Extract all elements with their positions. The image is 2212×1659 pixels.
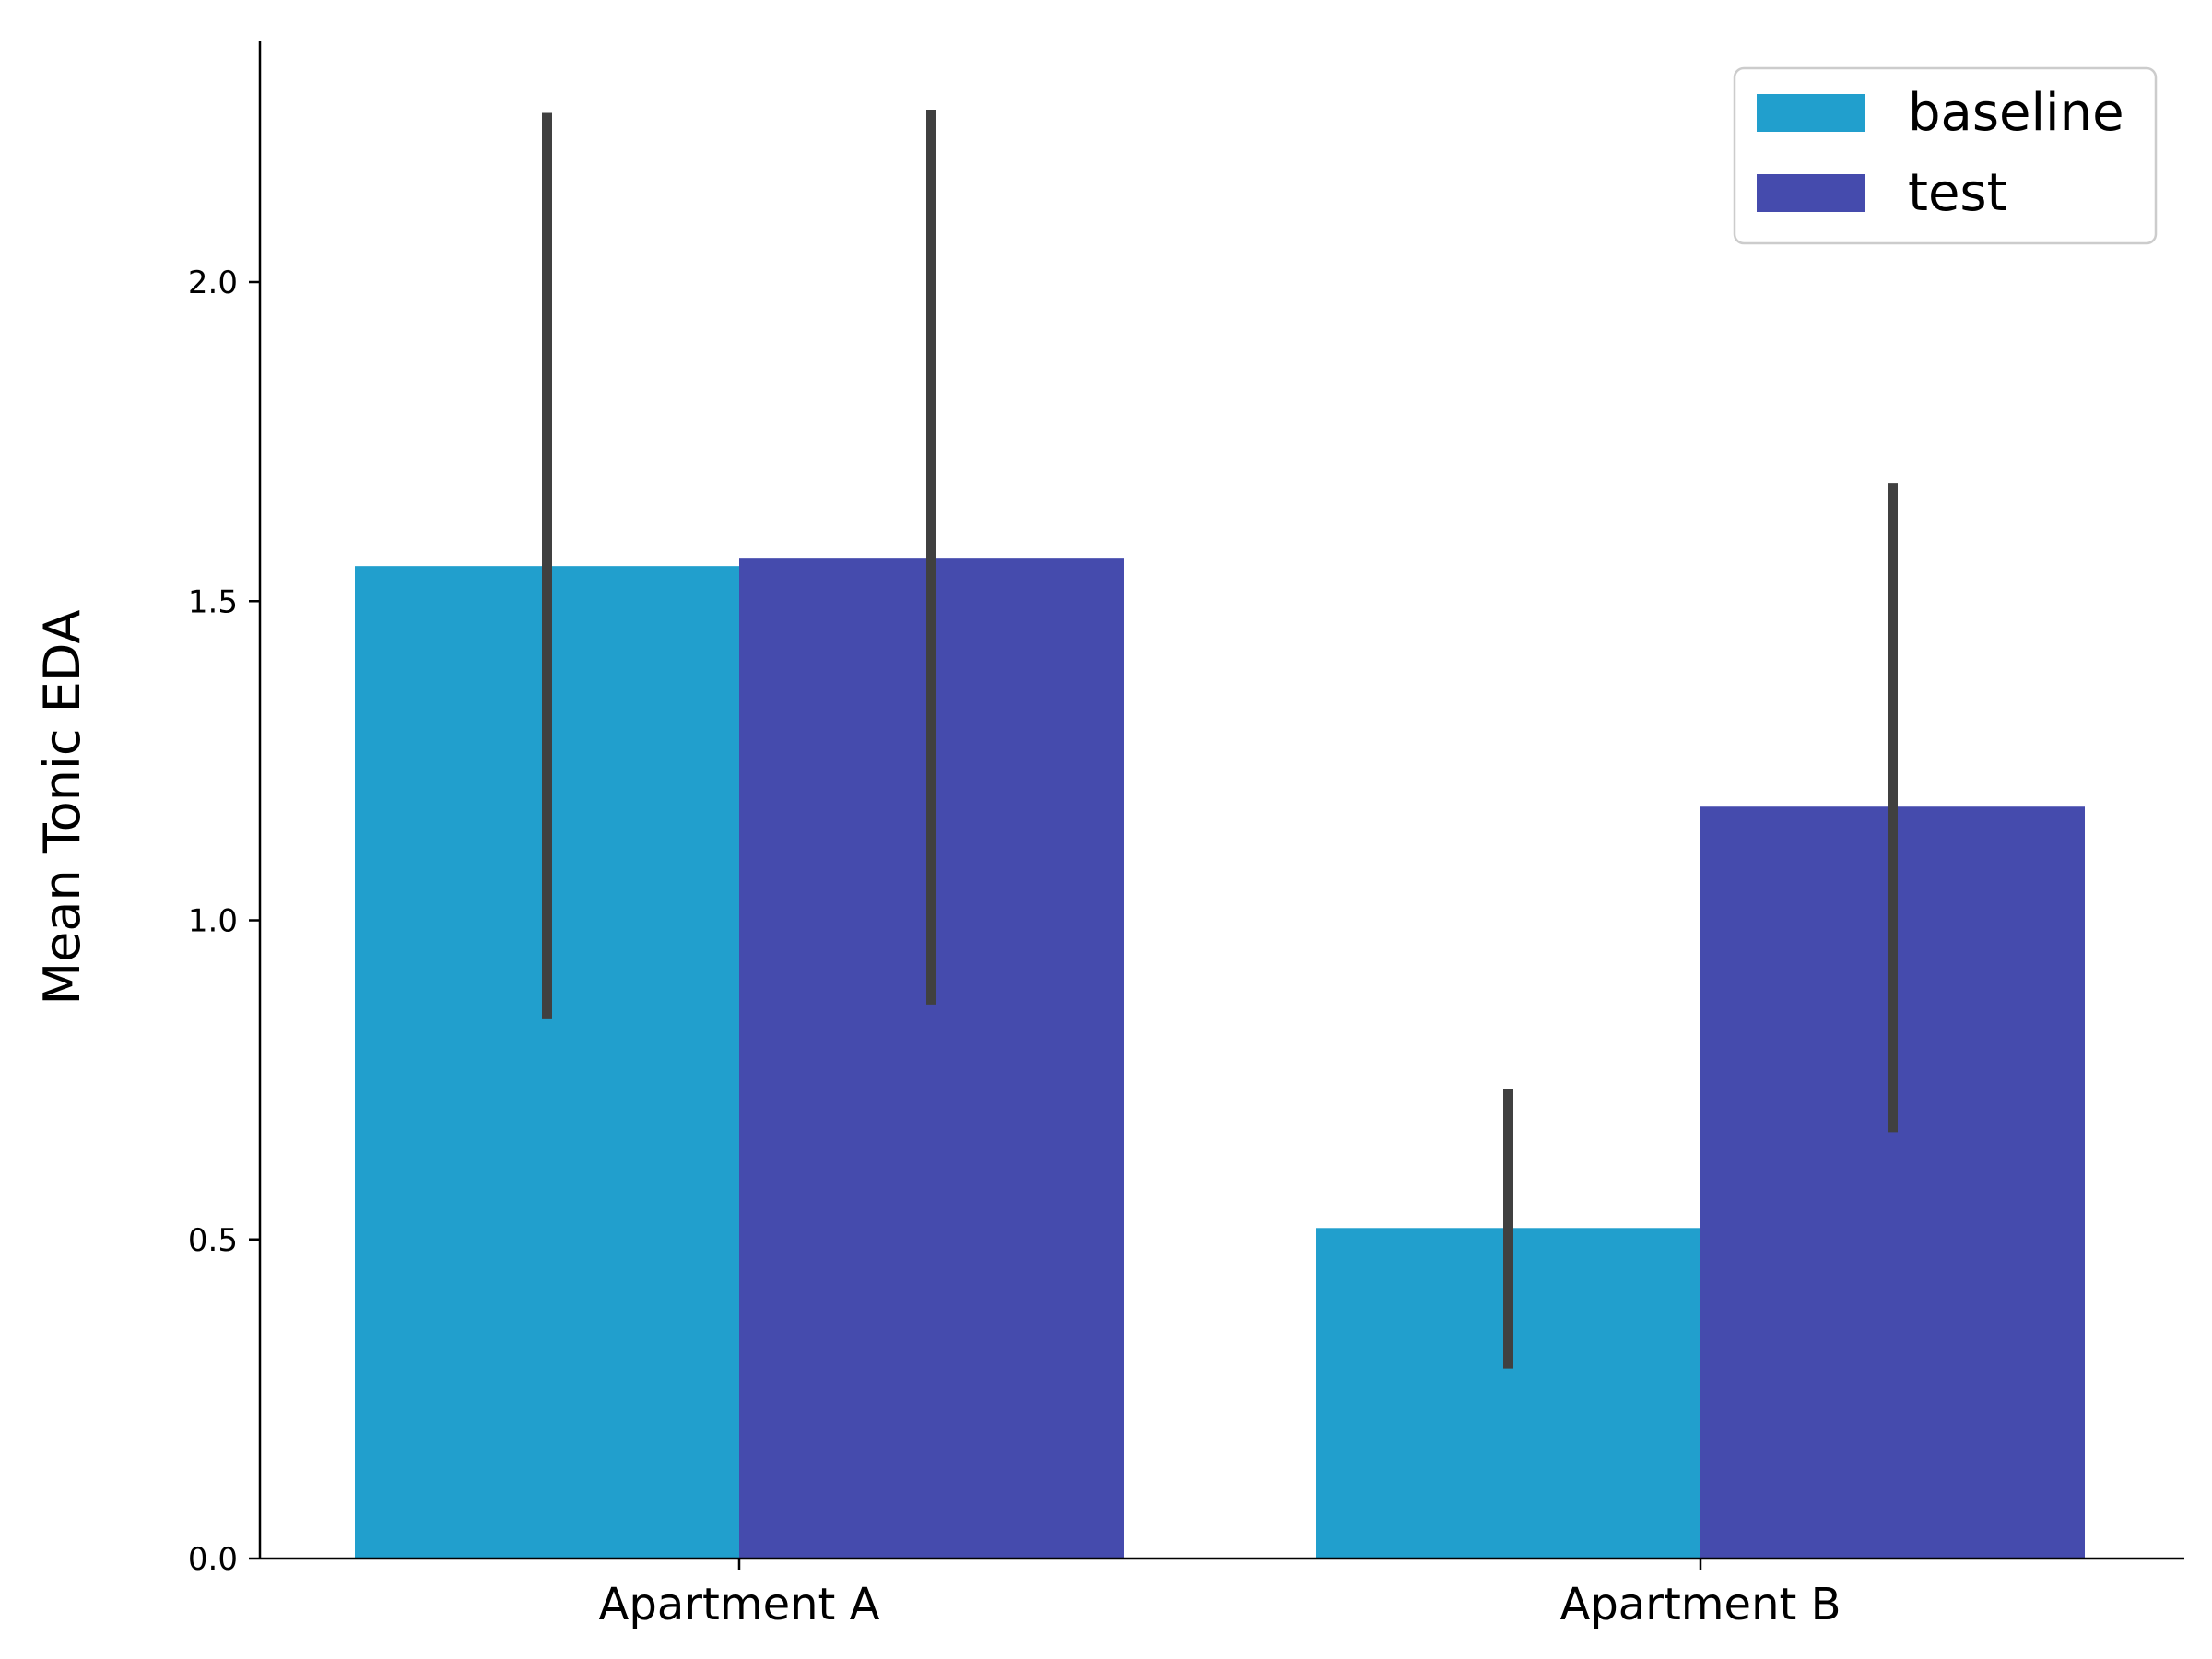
x-tick-label: Apartment A xyxy=(599,1579,880,1630)
y-tick-label: 1.0 xyxy=(188,903,238,940)
legend-label-baseline: baseline xyxy=(1908,83,2124,143)
legend: baseline test xyxy=(1733,66,2158,245)
y-ticks-layer: 0.0 0.5 1.0 1.5 2.0 xyxy=(188,265,260,1578)
legend-swatch-test xyxy=(1757,174,1865,212)
bars-layer xyxy=(355,558,2085,1559)
legend-swatch-baseline xyxy=(1757,94,1865,132)
y-tick-label: 0.0 xyxy=(188,1541,238,1578)
y-tick-label: 0.5 xyxy=(188,1222,238,1259)
x-ticks-layer: Apartment A Apartment B xyxy=(599,1559,1841,1630)
y-tick-label: 1.5 xyxy=(188,583,238,620)
error-bars-layer xyxy=(542,110,1898,1369)
y-tick-label: 2.0 xyxy=(188,265,238,301)
legend-label-test: test xyxy=(1908,163,2007,223)
y-axis-label: Mean Tonic EDA xyxy=(33,609,91,1005)
x-tick-label: Apartment B xyxy=(1560,1579,1841,1630)
